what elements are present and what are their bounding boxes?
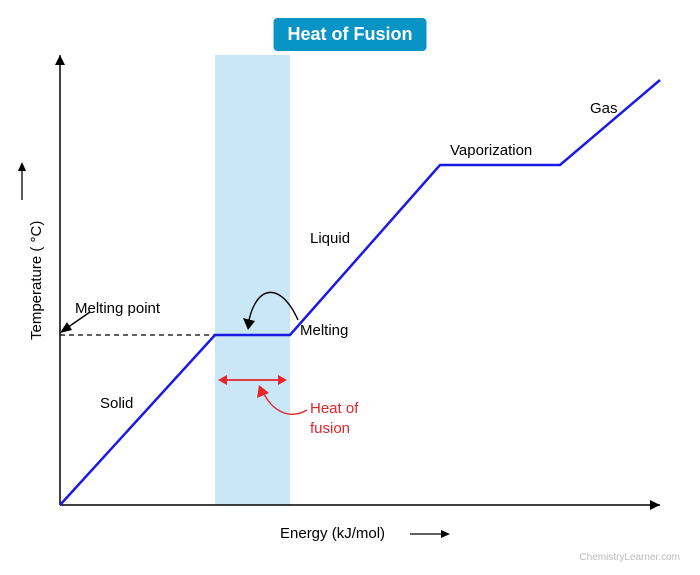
label-liquid: Liquid	[310, 230, 350, 247]
label-gas: Gas	[590, 100, 618, 117]
label-heat-of: Heat of	[310, 400, 358, 417]
x-axis-label-text: Energy (kJ/mol)	[280, 525, 385, 542]
label-melting: Melting	[300, 322, 348, 339]
y-axis-arrowhead	[55, 55, 65, 65]
x-axis-label: Energy (kJ/mol)	[280, 525, 385, 542]
y-axis-label: Temperature ( °C)	[28, 221, 45, 340]
diagram-svg	[0, 0, 700, 575]
diagram-container: Heat of Fusion Solid Liquid Ga	[0, 0, 700, 575]
heating-curve	[60, 80, 660, 505]
x-label-arrowhead	[441, 530, 450, 538]
footer-credit: ChemistryLearner.com	[579, 552, 680, 563]
melting-point-arrowhead	[60, 322, 72, 333]
fusion-highlight-band	[215, 55, 290, 505]
y-label-arrowhead	[18, 162, 26, 171]
label-solid: Solid	[100, 395, 133, 412]
label-vaporization: Vaporization	[450, 142, 532, 159]
label-melting-point: Melting point	[75, 300, 160, 317]
x-axis-arrowhead	[650, 500, 660, 510]
y-axis-label-text: Temperature ( °C)	[28, 221, 45, 340]
label-fusion: fusion	[310, 420, 350, 437]
